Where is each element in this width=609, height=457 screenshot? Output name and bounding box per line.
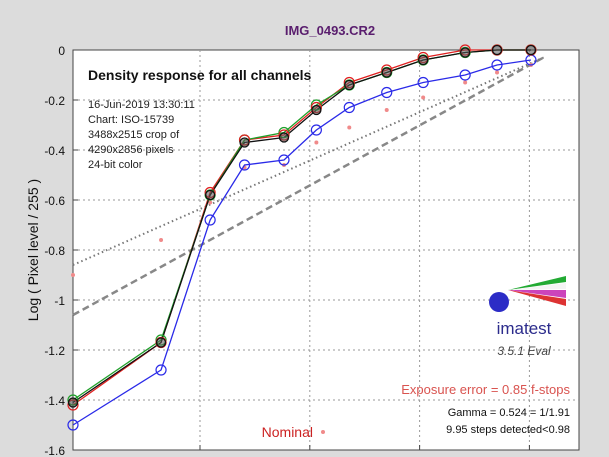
y-tick-label: -0.6 — [44, 194, 65, 208]
gamma-label: Gamma = 0.524 = 1/1.91 — [448, 407, 570, 419]
info-pixels: 4290x2856 pixels — [88, 144, 174, 156]
point-luminance — [204, 189, 216, 201]
y-axis-ticks: 0 -0.2 -0.4 -0.6 -0.8 -1 -1.2 -1.4 -1.6 — [44, 44, 530, 457]
y-tick-label: -1 — [54, 294, 65, 308]
nominal-point — [495, 70, 500, 75]
info-block: 16-Jun-2019 13:30:11 Chart: ISO-15739 34… — [88, 99, 195, 171]
logo-version: 3.5.1 Eval — [497, 344, 551, 358]
point-blue — [238, 159, 251, 171]
y-tick-label: -0.4 — [44, 144, 65, 158]
fit-lines — [72, 56, 545, 317]
y-tick-label: -1.4 — [44, 394, 65, 408]
nominal-point — [314, 140, 319, 145]
legend-nominal-marker — [321, 430, 325, 434]
point-luminance — [525, 44, 537, 56]
fit-line-dotted — [72, 56, 544, 266]
point-luminance — [67, 397, 79, 408]
logo-fan-pink-icon — [508, 290, 566, 298]
point-luminance — [278, 132, 290, 143]
point-blue — [459, 69, 471, 81]
nominal-point — [159, 238, 164, 242]
point-blue — [491, 59, 503, 71]
point-luminance — [239, 137, 250, 148]
legend-nominal: Nominal — [262, 424, 325, 440]
y-tick-label: -1.6 — [44, 444, 65, 457]
y-tick-label: 0 — [58, 44, 65, 58]
point-luminance — [459, 47, 471, 58]
nominal-point — [384, 108, 389, 112]
nominal-point — [71, 273, 75, 277]
point-luminance — [155, 337, 167, 348]
point-luminance — [491, 44, 503, 56]
info-chart: Chart: ISO-15739 — [88, 114, 174, 126]
nominal-point — [421, 95, 426, 100]
info-color: 24-bit color — [88, 159, 143, 171]
point-blue — [417, 76, 429, 89]
chart-subtitle: Density response for all channels — [88, 67, 312, 83]
point-blue — [278, 154, 290, 166]
series-layer — [67, 44, 537, 431]
logo-fan-white-icon — [508, 283, 566, 290]
point-blue — [155, 364, 167, 376]
point-luminance — [311, 104, 322, 116]
info-crop: 3488x2515 crop of — [88, 129, 180, 141]
logo-fan-green-icon — [508, 276, 566, 290]
y-tick-label: -0.8 — [44, 244, 65, 258]
point-blue — [204, 214, 216, 226]
point-blue — [381, 86, 393, 99]
chart-title: IMG_0493.CR2 — [285, 23, 375, 38]
nominal-point — [463, 80, 468, 85]
y-tick-label: -1.2 — [44, 344, 65, 358]
exposure-error-label: Exposure error = 0.85 f-stops — [401, 382, 570, 397]
point-blue — [67, 419, 79, 431]
nominal-point — [347, 125, 352, 130]
point-luminance — [344, 79, 355, 91]
nominal-point — [208, 200, 213, 205]
point-blue — [343, 101, 355, 114]
y-axis-label: Log ( Pixel level / 255 ) — [25, 179, 41, 321]
y-tick-label: -0.2 — [44, 94, 65, 108]
point-luminance — [418, 54, 429, 66]
fit-line-dashed — [72, 56, 545, 317]
point-blue — [310, 124, 322, 136]
steps-label: 9.95 steps detected<0.98 — [446, 424, 570, 436]
legend-nominal-label: Nominal — [262, 424, 313, 440]
info-date: 16-Jun-2019 13:30:11 — [88, 99, 195, 111]
logo-sphere-icon — [489, 292, 509, 312]
point-luminance — [381, 67, 392, 78]
logo-fan-red-icon — [508, 290, 566, 306]
logo-text: imatest — [497, 319, 552, 338]
imatest-logo: imatest 3.5.1 Eval — [489, 276, 566, 358]
